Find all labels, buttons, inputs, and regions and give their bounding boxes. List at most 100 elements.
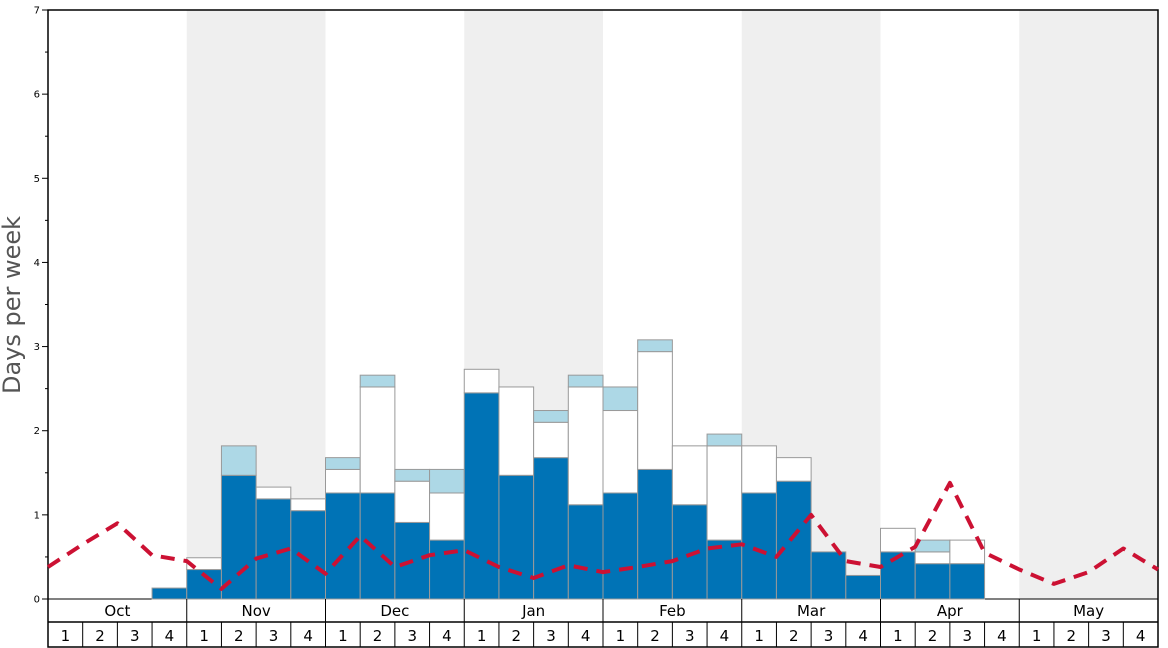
week-label: 3	[269, 627, 279, 645]
bar-white-27	[949, 539, 986, 565]
week-label: 3	[962, 627, 972, 645]
week-label: 4	[442, 627, 452, 645]
bar-dark-9	[325, 492, 361, 600]
y-tick-label: 6	[34, 90, 40, 101]
week-label: 3	[1101, 627, 1111, 645]
week-label: 4	[303, 627, 313, 645]
bar-dark-12	[429, 539, 465, 600]
bar-white-15	[533, 421, 569, 459]
bar-white-21	[741, 445, 777, 494]
y-tick-label: 2	[34, 426, 40, 437]
y-tick-label: 5	[34, 174, 40, 185]
month-shading-bands	[186, 10, 1158, 599]
bar-dark-27	[949, 563, 986, 600]
y-tick-label: 0	[34, 595, 40, 606]
bar-dark-7	[255, 498, 292, 600]
bar-series	[151, 339, 986, 600]
x-axis: Oct 1 2 3 4 Nov 1 2 3 4 Dec 1 2 3 4 Jan 1 2 3 4 Feb 1 2 3 4 Mar 1 2…	[61, 599, 1145, 647]
bar-white-9	[325, 468, 361, 494]
bar-light-26	[914, 539, 951, 553]
bar-white-16	[567, 386, 604, 506]
week-label: 2	[650, 627, 660, 645]
month-label-mar: Mar	[797, 602, 826, 620]
week-label: 1	[199, 627, 209, 645]
y-tick-label: 3	[34, 342, 40, 353]
bar-dark-26	[914, 563, 951, 600]
bar-white-14	[498, 386, 535, 476]
average-line	[46, 480, 1160, 591]
bar-dark-23	[810, 551, 847, 600]
week-label: 2	[928, 627, 938, 645]
week-label: 1	[61, 627, 71, 645]
bar-dark-20	[706, 539, 743, 600]
week-label: 4	[720, 627, 730, 645]
bar-white-19	[671, 445, 708, 506]
week-label: 1	[1032, 627, 1042, 645]
bar-white-13	[463, 368, 500, 394]
dashed-line-series	[46, 480, 1160, 591]
month-label-oct: Oct	[104, 602, 130, 620]
week-label: 1	[477, 627, 487, 645]
month-band-may	[1019, 10, 1158, 599]
week-label: 3	[824, 627, 834, 645]
week-label: 4	[581, 627, 591, 645]
week-label: 2	[512, 627, 522, 645]
bar-light-18	[637, 339, 673, 353]
bar-dark-17	[602, 492, 639, 600]
bar-dark-13	[463, 392, 500, 600]
bar-dark-19	[671, 504, 708, 600]
week-label: 4	[997, 627, 1007, 645]
bar-white-18	[637, 351, 673, 470]
month-label-feb: Feb	[659, 602, 686, 620]
bar-dark-10	[359, 492, 396, 600]
bar-white-8	[290, 498, 326, 512]
bar-light-20	[706, 433, 743, 447]
week-label: 4	[165, 627, 175, 645]
bar-light-9	[325, 457, 361, 470]
week-label: 2	[373, 627, 383, 645]
bar-white-11	[394, 480, 431, 523]
bar-dark-16	[567, 504, 604, 600]
week-label: 2	[95, 627, 105, 645]
month-label-dec: Dec	[380, 602, 409, 620]
month-label-jan: Jan	[521, 602, 545, 620]
bar-dark-4	[151, 587, 188, 600]
bar-dark-24	[845, 574, 881, 600]
bar-dark-14	[498, 474, 535, 600]
bar-dark-21	[741, 492, 777, 600]
bar-white-22	[775, 457, 812, 482]
month-label-apr: Apr	[937, 602, 964, 620]
week-label: 1	[338, 627, 348, 645]
week-label: 4	[858, 627, 868, 645]
bar-white-7	[255, 486, 292, 500]
bar-light-6	[220, 445, 257, 476]
week-label: 2	[234, 627, 244, 645]
y-tick-label: 7	[34, 6, 40, 17]
bar-light-12	[429, 468, 465, 494]
bar-light-15	[533, 410, 569, 423]
week-label: 2	[1067, 627, 1077, 645]
month-label-nov: Nov	[241, 602, 270, 620]
bar-white-17	[602, 410, 639, 494]
bar-light-10	[359, 374, 396, 388]
bar-dark-18	[637, 468, 673, 600]
bar-white-20	[706, 445, 743, 541]
bar-light-17	[602, 386, 639, 412]
bar-white-10	[359, 386, 396, 494]
y-axis-label: Days per week	[0, 216, 26, 394]
week-label: 3	[685, 627, 695, 645]
bar-light-11	[394, 468, 431, 482]
y-tick-label: 4	[34, 258, 40, 269]
y-tick-label: 1	[34, 510, 40, 521]
week-label: 3	[546, 627, 556, 645]
week-label: 3	[407, 627, 417, 645]
y-axis: 0 1 2 3 4 5 6 7	[34, 6, 48, 606]
bar-white-26	[914, 551, 951, 565]
week-label: 1	[893, 627, 903, 645]
bar-dark-8	[290, 510, 326, 600]
bar-white-12	[429, 492, 465, 541]
month-label-may: May	[1073, 602, 1104, 620]
week-label: 3	[130, 627, 140, 645]
bar-light-16	[567, 374, 604, 388]
